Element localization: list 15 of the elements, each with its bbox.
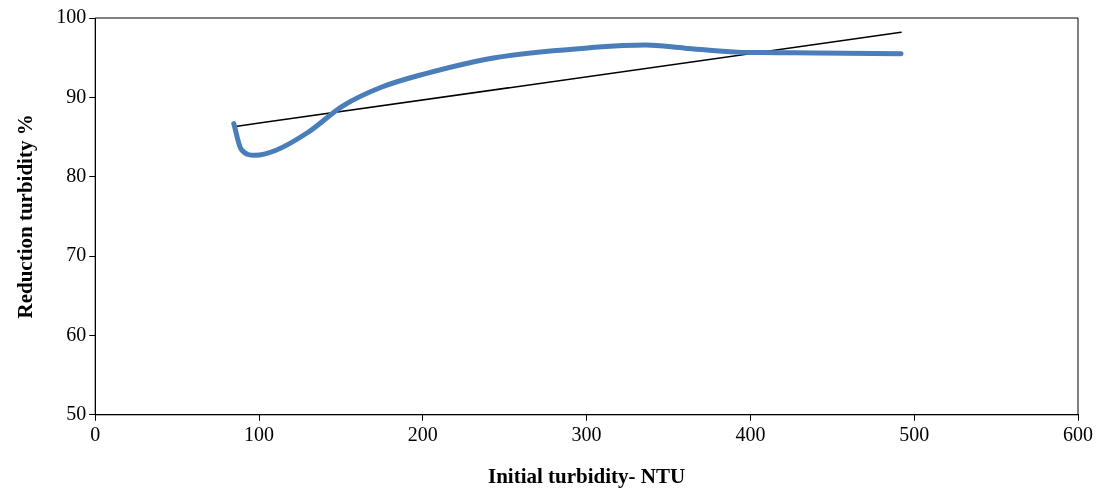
- y-tick-label: 70: [66, 243, 87, 266]
- y-tick-label: 60: [66, 322, 87, 345]
- x-tick-label: 300: [571, 423, 602, 446]
- x-axis-title: Initial turbidity- NTU: [488, 463, 686, 488]
- x-tick-label: 500: [899, 423, 930, 446]
- x-tick-label: 400: [735, 423, 766, 446]
- x-tick-label: 0: [90, 423, 101, 446]
- y-tick-label: 90: [66, 84, 87, 107]
- y-tick-label: 50: [66, 402, 87, 425]
- y-tick-label: 80: [66, 163, 87, 186]
- x-tick-label: 100: [244, 423, 274, 446]
- x-tick-label: 600: [1063, 423, 1093, 446]
- y-tick-label: 100: [56, 5, 87, 28]
- y-axis-title: Reduction turbidity %: [13, 114, 38, 319]
- x-tick-label: 200: [407, 423, 438, 446]
